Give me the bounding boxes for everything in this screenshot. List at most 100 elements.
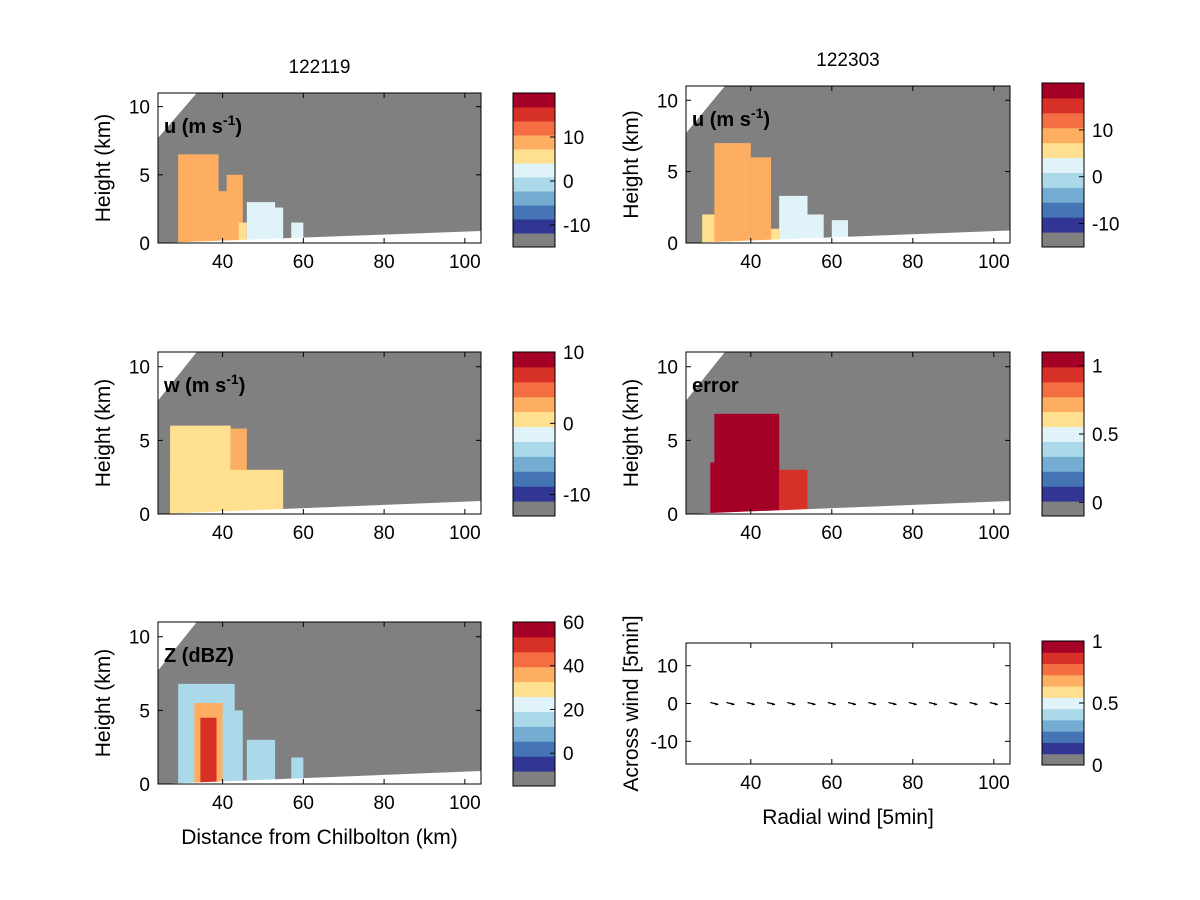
y-tick-label: 5 bbox=[139, 431, 150, 452]
wind-vector-head bbox=[731, 702, 735, 706]
wind-vector-head bbox=[751, 702, 755, 706]
colorbar-segment bbox=[1042, 652, 1084, 665]
colorbar-segment bbox=[513, 177, 555, 192]
scan-mask-bottom bbox=[158, 231, 481, 243]
colorbar-segment bbox=[1042, 697, 1084, 710]
colorbar-segment bbox=[1042, 411, 1084, 428]
colorbar-segment bbox=[513, 219, 555, 234]
x-tick-label: 40 bbox=[212, 252, 233, 273]
field-label: u (m s-1) bbox=[692, 105, 770, 131]
y-tick-label: 0 bbox=[139, 505, 150, 526]
colorbar-segment bbox=[1042, 172, 1084, 188]
colorbar-segment bbox=[513, 121, 555, 136]
y-axis-label: Height (km) bbox=[620, 110, 643, 219]
colorbar-segment bbox=[513, 191, 555, 206]
colorbar-segment bbox=[513, 233, 555, 248]
wind-vector-head bbox=[994, 702, 998, 706]
colorbar-segment bbox=[513, 486, 555, 502]
panel-title: 122119 bbox=[289, 57, 351, 78]
y-tick-label: 5 bbox=[139, 701, 150, 722]
colorbar-tick-label: 10 bbox=[563, 343, 584, 364]
x-tick-label: 100 bbox=[449, 523, 481, 544]
y-axis-label: Height (km) bbox=[92, 379, 115, 488]
x-tick-label: 60 bbox=[293, 523, 314, 544]
y-tick-label: 0 bbox=[667, 695, 678, 716]
panel-title: 122303 bbox=[816, 50, 879, 71]
x-tick-label: 80 bbox=[374, 523, 395, 544]
colorbar-segment bbox=[513, 711, 555, 727]
scan-mask-top bbox=[686, 352, 725, 401]
colorbar-tick-label: 1 bbox=[1092, 632, 1103, 653]
colorbar-segment bbox=[513, 741, 555, 757]
colorbar-segment bbox=[513, 666, 555, 683]
colorbar-segment bbox=[513, 366, 555, 383]
y-tick-label: -10 bbox=[651, 732, 678, 753]
y-tick-label: 10 bbox=[129, 628, 150, 649]
plot-area bbox=[686, 643, 1010, 764]
y-axis-label: Across wind [5min] bbox=[620, 615, 643, 791]
x-tick-label: 40 bbox=[212, 793, 233, 814]
colorbar-segment bbox=[513, 93, 555, 108]
scan-mask-bottom bbox=[686, 230, 1010, 243]
scan-mask-bottom bbox=[686, 501, 1010, 514]
colorbar-segment bbox=[513, 471, 555, 487]
colorbar-tick-label: 0 bbox=[563, 172, 574, 193]
colorbar-segment bbox=[1042, 157, 1084, 173]
y-tick-label: 5 bbox=[139, 166, 150, 187]
colorbar-segment bbox=[1042, 381, 1084, 398]
wind-vector-head bbox=[792, 702, 796, 706]
wind-vector-head bbox=[812, 702, 816, 706]
colorbar-segment bbox=[513, 107, 555, 122]
colorbar-segment bbox=[1042, 731, 1084, 743]
x-tick-label: 60 bbox=[821, 773, 842, 794]
colorbar-segment bbox=[1042, 753, 1084, 766]
x-tick-label: 80 bbox=[902, 523, 923, 544]
colorbar-segment bbox=[1042, 663, 1084, 676]
echo-cell bbox=[271, 207, 284, 243]
field-label: error bbox=[692, 375, 739, 397]
colorbar-tick-label: -10 bbox=[1092, 215, 1119, 236]
colorbar-frame bbox=[512, 92, 556, 248]
echo-cell bbox=[222, 710, 243, 784]
colorbar-segment bbox=[513, 636, 555, 653]
colorbar-segment bbox=[1042, 456, 1084, 472]
colorbar-tick-label: 1 bbox=[1092, 357, 1103, 378]
x-tick-label: 100 bbox=[449, 252, 481, 273]
colorbar-segment bbox=[1042, 83, 1084, 99]
colorbar-segment bbox=[513, 622, 555, 638]
colorbar-frame bbox=[512, 621, 556, 787]
echo-cell bbox=[807, 214, 824, 243]
colorbar-segment bbox=[1042, 187, 1084, 203]
axes-frame bbox=[157, 351, 482, 515]
colorbar-segment bbox=[1042, 674, 1084, 687]
x-tick-label: 100 bbox=[449, 793, 481, 814]
x-tick-label: 100 bbox=[978, 523, 1010, 544]
colorbar-segment bbox=[513, 205, 555, 220]
x-axis-label: Radial wind [5min] bbox=[762, 806, 934, 829]
colorbar-segment bbox=[513, 352, 555, 368]
echo-cell bbox=[246, 739, 276, 784]
x-tick-label: 80 bbox=[902, 252, 923, 273]
echo-cell bbox=[200, 717, 217, 784]
y-tick-label: 10 bbox=[129, 358, 150, 379]
colorbar-segment bbox=[513, 681, 555, 698]
colorbar-segment bbox=[1042, 112, 1084, 129]
colorbar-segment bbox=[1042, 719, 1084, 732]
y-tick-label: 0 bbox=[667, 505, 678, 526]
wind-vector-head bbox=[934, 702, 938, 706]
y-tick-label: 0 bbox=[667, 234, 678, 255]
y-tick-label: 5 bbox=[667, 431, 678, 452]
colorbar-segment bbox=[1042, 742, 1084, 755]
scan-mask-top bbox=[686, 86, 725, 134]
y-tick-label: 0 bbox=[139, 775, 150, 796]
echo-cell bbox=[750, 157, 772, 243]
y-tick-label: 0 bbox=[139, 234, 150, 255]
wind-vector-head bbox=[893, 702, 897, 706]
wind-vector-head bbox=[715, 702, 719, 706]
colorbar-segment bbox=[1042, 471, 1084, 487]
wind-vector-head bbox=[974, 702, 978, 706]
scan-mask-top bbox=[158, 352, 197, 401]
